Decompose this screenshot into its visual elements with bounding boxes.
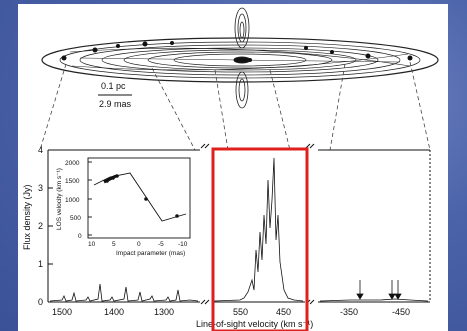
x-tick-neg350: -350 [340, 307, 358, 317]
x-tick-450: 450 [276, 307, 291, 317]
main-y-ticks [48, 149, 53, 303]
main-y-axis-label: Flux density (Jy) [22, 184, 32, 250]
inset-y-tick-1500: 1500 [65, 178, 80, 185]
x-tick-neg450: -450 [392, 307, 410, 317]
inset-x-axis-label: Impact parameter (mas) [116, 250, 185, 257]
inset-x-tick-neg5: -5 [158, 241, 164, 248]
inset-x-tick-5: 5 [112, 241, 116, 248]
scale-mas-label: 2.9 mas [99, 99, 132, 109]
marker-arrows [356, 280, 402, 300]
inset-y-tick-0: 0 [78, 233, 82, 240]
projection-lines [39, 61, 431, 151]
axis-break-marks [200, 143, 315, 305]
inset-y-tick-1000: 1000 [65, 197, 80, 204]
inset-rotation-curve [87, 157, 191, 239]
main-y-tick-0: 0 [38, 297, 43, 307]
inset-x-tick-0: 0 [137, 241, 141, 248]
x-tick-1400: 1400 [104, 307, 124, 317]
spectrum-traces [49, 157, 429, 302]
main-x-axis-label: Line-of-sight velocity (km s⁻¹) [196, 319, 313, 329]
inset-x-tick-10: 10 [88, 241, 96, 248]
main-y-tick-4: 4 [38, 145, 43, 155]
x-tick-1300: 1300 [154, 307, 174, 317]
scale-pc-label: 0.1 pc [101, 81, 126, 91]
inset-y-tick-500: 500 [70, 215, 81, 222]
main-y-tick-1: 1 [38, 259, 43, 269]
maser-disk-diagram [41, 7, 439, 109]
inset-x-tick-neg10: -10 [178, 241, 188, 248]
x-tick-1500: 1500 [52, 307, 72, 317]
inset-y-axis-label: LOS velocity (km s⁻¹) [56, 168, 63, 230]
inset-y-tick-2000: 2000 [65, 160, 80, 167]
x-tick-550: 550 [233, 307, 248, 317]
highlight-box [211, 147, 309, 331]
main-y-tick-2: 2 [38, 221, 43, 231]
main-y-tick-3: 3 [38, 183, 43, 193]
